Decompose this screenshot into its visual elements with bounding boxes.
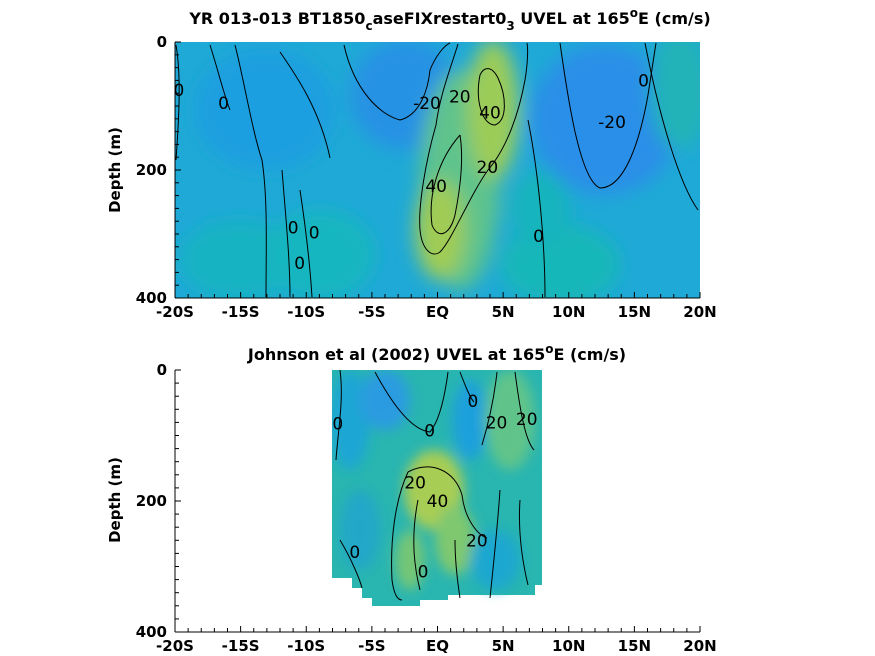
contour-label: 0 (638, 71, 649, 91)
contour-label: 0 (349, 543, 360, 563)
contour-label: 20 (466, 531, 488, 551)
contour-label: 0 (418, 563, 429, 583)
x-tick-label: -10S (287, 303, 325, 321)
y-tick-label: 0 (157, 33, 167, 51)
panel-2-title: Johnson et al (2002) UVEL at 165oE (cm/s… (247, 342, 626, 364)
panel-1-contours (175, 42, 699, 298)
contour-label: 0 (309, 224, 320, 244)
y-tick-label: 400 (136, 289, 167, 307)
x-tick-label: 15N (618, 637, 651, 655)
panel-1: YR 013-013 BT1850caseFIXrestart03 UVEL a… (106, 6, 717, 321)
y-tick-label: 200 (136, 161, 167, 179)
contour-label: 0 (332, 415, 343, 435)
contour-label: -20 (598, 113, 626, 133)
x-tick-label: -15S (222, 303, 260, 321)
x-tick-label: 5N (492, 637, 515, 655)
y-tick-label: 200 (136, 492, 167, 510)
panel-2-ylabel: Depth (m) (106, 457, 124, 543)
x-tick-label: 20N (683, 303, 716, 321)
contour-label: 0 (468, 392, 479, 412)
panel-2-contours (335, 370, 535, 601)
contour-label: 0 (294, 254, 305, 274)
contour-label: 40 (425, 177, 447, 197)
x-tick-label: EQ (426, 303, 449, 321)
contour-label: 0 (218, 94, 229, 114)
contour-label: 40 (427, 492, 449, 512)
contour-label: 0 (288, 219, 299, 239)
contour-label: 0 (174, 81, 185, 101)
x-tick-label: 5N (492, 303, 515, 321)
y-tick-label: 0 (157, 361, 167, 379)
x-tick-label: -20S (156, 303, 194, 321)
x-tick-label: -20S (156, 637, 194, 655)
x-tick-label: -5S (358, 303, 385, 321)
contour-label: -20 (413, 94, 441, 114)
contour-label: 20 (486, 413, 508, 433)
panel-1-title: YR 013-013 BT1850caseFIXrestart03 UVEL a… (188, 6, 710, 33)
x-tick-label: -5S (358, 637, 385, 655)
contour-label: 20 (477, 158, 499, 178)
y-tick-label: 400 (136, 623, 167, 641)
x-tick-label: -10S (287, 637, 325, 655)
contour-label: 40 (479, 103, 501, 123)
x-tick-label: -15S (222, 637, 260, 655)
x-tick-label: 20N (683, 637, 716, 655)
x-tick-label: EQ (426, 637, 449, 655)
panel-1-ylabel: Depth (m) (106, 127, 124, 213)
contour-label: 0 (424, 421, 435, 441)
x-tick-label: 10N (552, 303, 585, 321)
contour-label: 20 (449, 87, 471, 107)
contour-label: 0 (533, 227, 544, 247)
x-tick-label: 15N (618, 303, 651, 321)
contour-label: 20 (404, 474, 426, 494)
contour-label: 20 (516, 410, 538, 430)
x-tick-label: 10N (552, 637, 585, 655)
panel-2: Johnson et al (2002) UVEL at 165oE (cm/s… (106, 342, 717, 655)
